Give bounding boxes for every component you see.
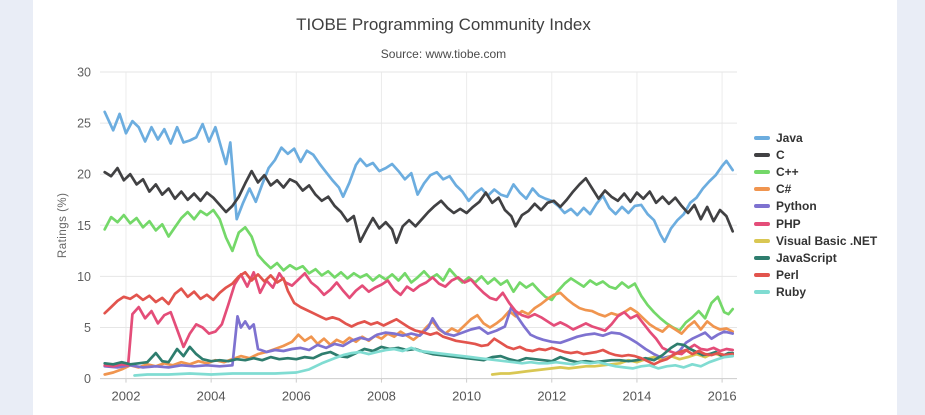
legend-label-c: C# (776, 182, 792, 197)
legend-item-ruby[interactable]: Ruby (754, 284, 877, 301)
y-tick-label-20: 20 (77, 168, 91, 182)
legend-item-java[interactable]: Java (754, 129, 877, 146)
legend-label-visual-basic-net: Visual Basic .NET (776, 233, 878, 248)
legend-item-c[interactable]: C (754, 146, 877, 163)
legend-label-php: PHP (776, 216, 801, 231)
y-tick-label-15: 15 (77, 219, 91, 233)
x-tick-label-2010: 2010 (452, 389, 481, 404)
legend-label-javascript: JavaScript (776, 250, 837, 265)
legend-swatch-php (754, 221, 770, 226)
legend-swatch-javascript (754, 255, 770, 260)
series-line-visual-basic-net[interactable] (490, 351, 735, 376)
legend-label-c: C++ (776, 164, 799, 179)
x-tick-label-2016: 2016 (708, 389, 737, 404)
legend-item-python[interactable]: Python (754, 198, 877, 215)
legend-label-python: Python (776, 199, 817, 214)
legend-label-perl: Perl (776, 268, 799, 283)
legend-item-c[interactable]: C++ (754, 163, 877, 180)
x-tick-label-2002: 2002 (112, 389, 141, 404)
chart-card (33, 0, 897, 415)
chart-subtitle: Source: www.tiobe.com (380, 47, 507, 61)
legend-item-php[interactable]: PHP (754, 215, 877, 232)
legend-label-c: C (776, 147, 785, 162)
legend-swatch-c (754, 187, 770, 192)
legend-swatch-java (754, 135, 770, 140)
y-tick-label-10: 10 (77, 270, 91, 284)
legend-label-java: Java (776, 130, 803, 145)
y-tick-label-25: 25 (77, 117, 91, 131)
series-line-php[interactable] (103, 270, 735, 368)
legend-item-c[interactable]: C# (754, 181, 877, 198)
chart-title: TIOBE Programming Community Index (296, 15, 591, 34)
legend-swatch-c (754, 169, 770, 174)
legend-swatch-visual-basic-net (754, 238, 770, 243)
y-tick-label-0: 0 (84, 372, 91, 386)
legend-swatch-perl (754, 273, 770, 278)
legend-swatch-ruby (754, 290, 770, 295)
legend-item-visual-basic-net[interactable]: Visual Basic .NET (754, 232, 877, 249)
x-tick-label-2014: 2014 (622, 389, 651, 404)
legend-item-javascript[interactable]: JavaScript (754, 249, 877, 266)
y-tick-label-30: 30 (77, 66, 91, 80)
series-line-python[interactable] (103, 305, 735, 369)
legend-label-ruby: Ruby (776, 285, 806, 300)
series-line-java[interactable] (103, 110, 735, 244)
series-line-c[interactable] (103, 208, 735, 332)
series-line-c[interactable] (103, 166, 735, 245)
series-line-ruby[interactable] (133, 346, 735, 377)
x-tick-label-2006: 2006 (282, 389, 311, 404)
x-tick-label-2008: 2008 (367, 389, 396, 404)
x-tick-label-2012: 2012 (537, 389, 566, 404)
legend-swatch-python (754, 204, 770, 209)
legend-swatch-c (754, 152, 770, 157)
y-tick-label-5: 5 (84, 321, 91, 335)
chart-legend: Java C C++ C# Python PHP Visual Basic .NET Java… (754, 129, 877, 301)
series-line-perl[interactable] (103, 270, 735, 366)
legend-item-perl[interactable]: Perl (754, 267, 877, 284)
y-axis-title: Ratings (%) (57, 193, 69, 259)
x-tick-label-2004: 2004 (197, 389, 226, 404)
